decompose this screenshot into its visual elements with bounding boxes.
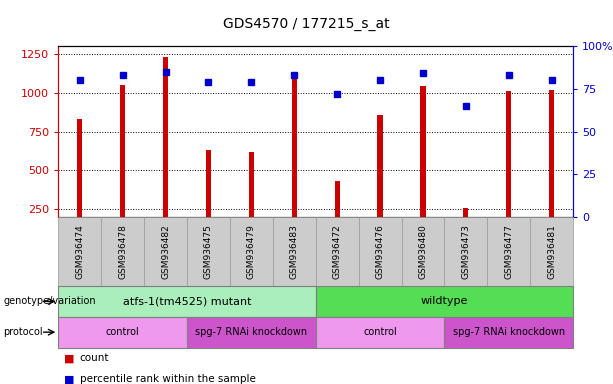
Bar <box>77 119 82 217</box>
Text: GSM936473: GSM936473 <box>462 224 470 279</box>
Text: GSM936476: GSM936476 <box>376 224 384 279</box>
Bar <box>378 115 383 217</box>
Text: count: count <box>80 353 109 363</box>
Bar <box>402 217 444 286</box>
Bar <box>444 317 573 348</box>
Text: control: control <box>105 327 140 337</box>
Bar <box>316 317 444 348</box>
Text: spg-7 RNAi knockdown: spg-7 RNAi knockdown <box>453 327 565 337</box>
Bar <box>58 317 187 348</box>
Bar <box>120 85 125 217</box>
Text: GSM936475: GSM936475 <box>204 224 213 279</box>
Text: GSM936472: GSM936472 <box>333 224 341 279</box>
Bar <box>230 217 273 286</box>
Text: GDS4570 / 177215_s_at: GDS4570 / 177215_s_at <box>223 17 390 31</box>
Bar <box>187 317 316 348</box>
Bar <box>101 217 144 286</box>
Bar <box>549 90 554 217</box>
Bar <box>316 286 573 317</box>
Bar <box>335 181 340 217</box>
Text: GSM936479: GSM936479 <box>247 224 256 279</box>
Bar <box>359 217 402 286</box>
Bar <box>316 217 359 286</box>
Text: ■: ■ <box>64 374 75 384</box>
Text: control: control <box>363 327 397 337</box>
Text: spg-7 RNAi knockdown: spg-7 RNAi knockdown <box>196 327 307 337</box>
Text: GSM936477: GSM936477 <box>504 224 513 279</box>
Bar <box>530 217 573 286</box>
Text: genotype/variation: genotype/variation <box>3 296 96 306</box>
Bar <box>249 152 254 217</box>
Bar <box>487 217 530 286</box>
Text: atfs-1(tm4525) mutant: atfs-1(tm4525) mutant <box>123 296 251 306</box>
Bar <box>273 217 316 286</box>
Text: percentile rank within the sample: percentile rank within the sample <box>80 374 256 384</box>
Bar <box>58 217 101 286</box>
Text: GSM936482: GSM936482 <box>161 224 170 279</box>
Text: GSM936481: GSM936481 <box>547 224 556 279</box>
Text: GSM936480: GSM936480 <box>419 224 427 279</box>
Bar <box>463 209 468 217</box>
Text: ■: ■ <box>64 353 75 363</box>
Bar <box>187 217 230 286</box>
Bar <box>292 79 297 217</box>
Bar <box>58 286 316 317</box>
Text: GSM936474: GSM936474 <box>75 224 84 279</box>
Bar <box>506 91 511 217</box>
Text: GSM936478: GSM936478 <box>118 224 127 279</box>
Bar <box>144 217 187 286</box>
Bar <box>421 86 425 217</box>
Text: wildtype: wildtype <box>421 296 468 306</box>
Text: protocol: protocol <box>3 327 43 337</box>
Bar <box>206 150 211 217</box>
Text: GSM936483: GSM936483 <box>290 224 299 279</box>
Bar <box>163 57 168 217</box>
Bar <box>444 217 487 286</box>
